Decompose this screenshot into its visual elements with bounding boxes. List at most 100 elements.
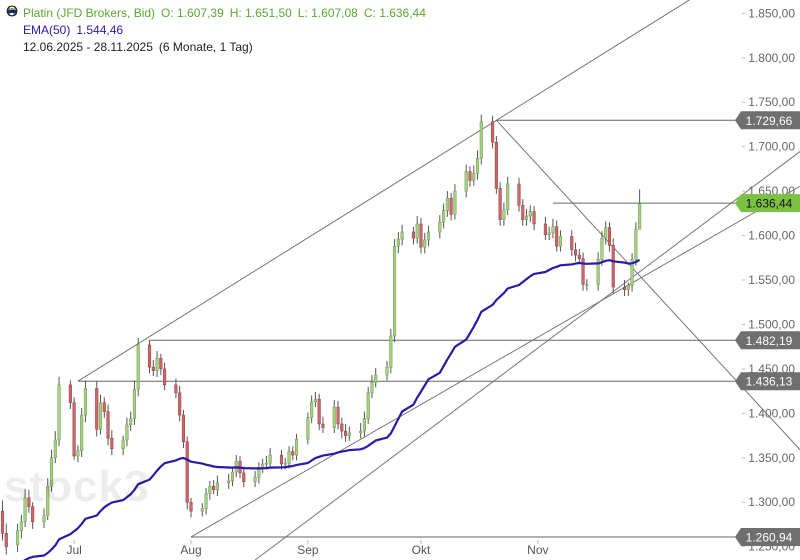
y-tick-label: 1.350,00 [748, 451, 795, 465]
candle-body-up [125, 424, 129, 441]
candle-body-down [102, 402, 106, 412]
price-tag-shape [735, 527, 800, 546]
legend-period-row: 12.06.2025 - 28.11.2025 (6 Monate, 1 Tag… [6, 5, 432, 56]
candle [129, 411, 133, 432]
candle [521, 199, 525, 226]
candle-body-down [159, 357, 163, 370]
candle [638, 189, 642, 230]
candle [42, 508, 46, 528]
candle [16, 523, 20, 552]
price-tag-shape [735, 372, 800, 391]
candle [242, 466, 246, 488]
candle-body-up [596, 259, 600, 285]
candle-body-up [551, 226, 555, 234]
candle-body-down [577, 254, 581, 259]
level-price-tag: 1.729,66 [735, 111, 800, 130]
candle-body-up [227, 480, 231, 483]
candle-body-down [317, 398, 321, 425]
candle-body-up [634, 229, 638, 260]
x-tick-label: Sep [297, 543, 319, 557]
candle-body-up [16, 530, 20, 546]
candle-body-up [121, 439, 125, 450]
candle [208, 480, 212, 500]
candle [491, 115, 495, 149]
price-tag-shape [735, 331, 800, 350]
candle-body-down [163, 368, 167, 386]
candle [415, 216, 419, 244]
candle-body-down [411, 231, 415, 239]
candle [23, 488, 27, 528]
candle-body-down [95, 388, 99, 430]
y-tick-label: 1.800,00 [748, 51, 795, 65]
legend-instrument-row: Platin (JFD Brokers, Bid) O: 1.607,39 H:… [6, 5, 432, 22]
candle-body-down [498, 188, 502, 220]
candle [27, 489, 31, 513]
candle-body-up [385, 366, 389, 376]
candle [626, 282, 630, 296]
x-tick-label: Nov [527, 543, 548, 557]
candle-body-down [607, 227, 612, 246]
candle [472, 165, 476, 186]
candle [95, 381, 99, 437]
candle [136, 337, 140, 397]
candle [125, 417, 129, 447]
legend-period: 12.06.2025 - 28.11.2025 [23, 40, 153, 54]
candle [159, 353, 163, 376]
candle-body-up [261, 463, 265, 468]
candle-body-up [389, 335, 393, 368]
legend-high: H: 1.651,50 [229, 6, 292, 20]
y-tick-label: 1.400,00 [748, 406, 795, 420]
candle-body-up [524, 215, 529, 220]
trendline-layer [77, 0, 800, 560]
candle-body-down [110, 437, 114, 450]
candle-body-up [585, 284, 589, 286]
candle-body-up [400, 231, 404, 240]
candle-body-up [359, 430, 363, 434]
candle [506, 176, 510, 216]
candle [498, 182, 502, 226]
candle [257, 462, 261, 484]
candle-body-down [491, 121, 495, 143]
y-tick-label: 1.600,00 [748, 229, 795, 243]
candle-body-up [630, 259, 634, 286]
candle-body-up [396, 238, 400, 247]
legend-ema-value: 1.544,46 [76, 23, 124, 37]
candle [0, 500, 5, 541]
candle-body-down [336, 406, 340, 425]
candle-body-up [46, 485, 50, 516]
candle [227, 473, 231, 489]
candle [98, 394, 103, 435]
candle [332, 400, 336, 433]
candle-body-down [521, 205, 525, 220]
x-tick-label: Okt [412, 543, 431, 557]
ema50-line [23, 258, 641, 560]
candle [132, 380, 136, 425]
axis-layer: 1.250,001.300,001.350,001.400,001.450,00… [66, 6, 795, 557]
candle-body-up [374, 374, 378, 383]
candle-body-up [347, 432, 351, 436]
candle [102, 397, 106, 418]
candle [204, 488, 208, 515]
candle-body-up [426, 231, 431, 241]
candle [596, 252, 600, 291]
candle [547, 226, 551, 240]
price-tag-label: 1.436,13 [746, 375, 793, 389]
candle [475, 150, 480, 180]
level-price-tag: 1.436,13 [735, 372, 800, 391]
candle-body-down [581, 258, 585, 285]
candle-layer [0, 114, 642, 555]
candle [340, 417, 344, 439]
candle [449, 192, 453, 221]
candle [630, 253, 634, 292]
candle [607, 222, 612, 252]
candle [110, 430, 114, 456]
candle-body-up [423, 239, 427, 248]
candle [151, 360, 155, 376]
candle-body-down [623, 286, 627, 291]
candle [370, 375, 374, 399]
candle-body-up [366, 392, 370, 419]
candle-body-up [332, 406, 336, 428]
candle [623, 280, 627, 296]
